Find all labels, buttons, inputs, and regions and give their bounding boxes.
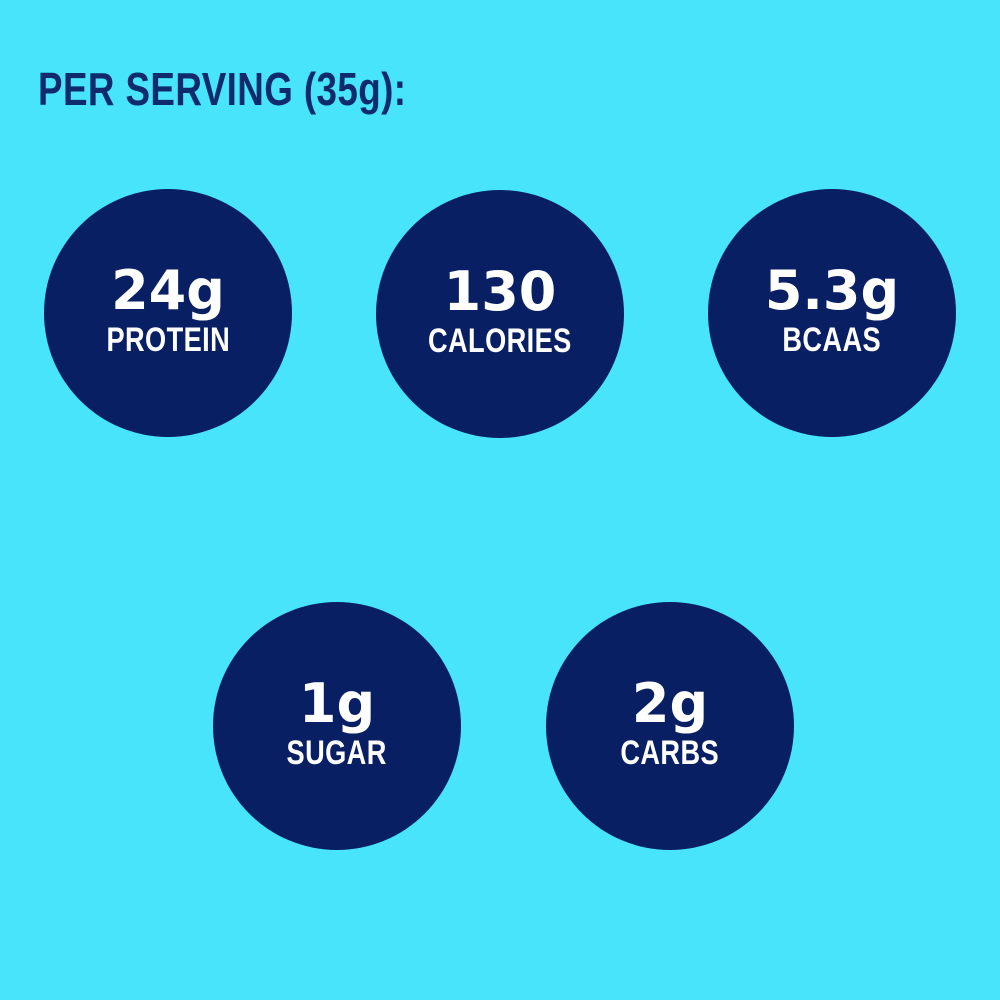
sugar-label: SUGAR [286,734,388,772]
bcaas-label: BCAAS [782,321,882,359]
sugar-value: 1g [298,672,376,736]
protein-value: 24g [111,259,225,323]
stat-stack: 1g SUGAR [274,676,399,771]
stat-circle-protein: 24g PROTEIN [44,189,292,437]
bcaas-value: 5.3g [764,259,900,323]
stat-circle-carbs: 2g CARBS [546,602,794,850]
protein-label: PROTEIN [106,321,230,359]
stat-stack: 24g PROTEIN [91,263,246,358]
carbs-value: 2g [631,672,709,736]
stat-stack: 130 CALORIES [410,264,590,359]
stat-circle-calories: 130 CALORIES [376,190,624,438]
stat-circle-bcaas: 5.3g BCAAS [708,189,956,437]
stat-stack: 2g CARBS [608,676,731,771]
stat-circle-sugar: 1g SUGAR [213,602,461,850]
carbs-label: CARBS [620,734,720,772]
page-title: PER SERVING (35g): [38,63,407,115]
calories-value: 130 [443,260,557,324]
stat-stack: 5.3g BCAAS [765,263,899,358]
calories-label: CALORIES [428,322,572,360]
